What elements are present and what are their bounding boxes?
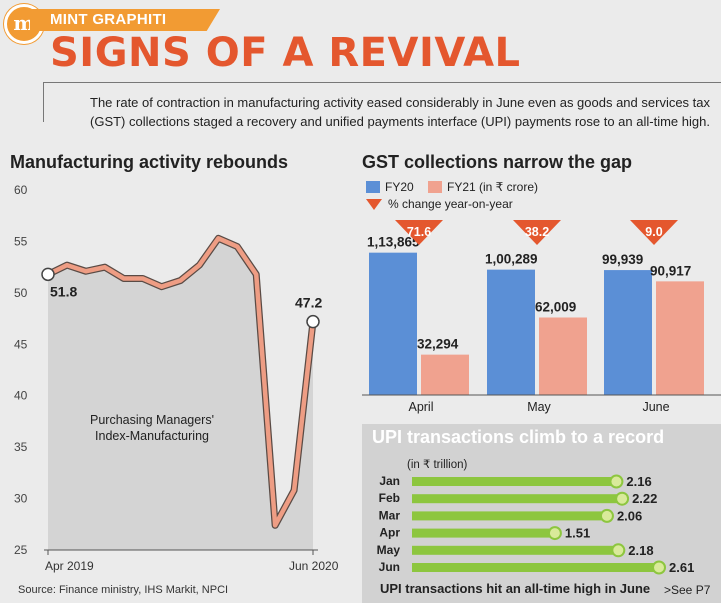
bar-fy20 <box>487 269 535 395</box>
bar-fy21 <box>656 281 704 395</box>
pmi-chart-title: Manufacturing activity rebounds <box>10 152 289 172</box>
unit-label: (in ₹ trillion) <box>407 459 468 471</box>
bar-label-fy21: 90,917 <box>650 263 691 278</box>
y-tick-label: 50 <box>14 286 28 300</box>
category-label: May <box>527 400 551 414</box>
gst-bar-chart: 1,13,865 32,294 71.6 April 1,00,289 62,009 38.… <box>362 220 721 414</box>
chart-annotation: Index-Manufacturing <box>95 429 209 443</box>
frame-divider <box>43 82 721 83</box>
fy20-swatch <box>366 181 380 193</box>
pmi-line-chart: 25 30 35 40 45 50 55 60 Apr 2019 Jun 2020 51.8 47.2… <box>14 183 339 573</box>
bar-end-marker <box>615 491 630 506</box>
x-tick-label: Apr 2019 <box>45 559 94 573</box>
upi-bar <box>412 494 623 504</box>
chart-annotation: Purchasing Managers' <box>90 413 214 427</box>
legend-label-fy21: FY21 (in ₹ crore) <box>447 180 538 194</box>
bar-end-marker <box>609 474 624 489</box>
y-tick-label: 35 <box>14 440 28 454</box>
down-triangle-icon <box>366 198 382 210</box>
data-label: 47.2 <box>295 295 322 311</box>
value-label: 2.16 <box>626 474 651 489</box>
bar-fy20 <box>604 270 652 395</box>
category-label: Apr <box>379 526 400 540</box>
value-label: 2.18 <box>628 543 653 558</box>
category-label: Jun <box>379 560 400 574</box>
data-label: 51.8 <box>50 283 77 299</box>
bar-label-fy20: 1,13,865 <box>367 235 420 250</box>
category-label: May <box>377 543 401 557</box>
category-label: June <box>642 400 669 414</box>
bar-fy21 <box>421 354 469 395</box>
pct-change-label: 38.2 <box>525 225 549 239</box>
upi-footnote: UPI transactions hit an all-time high in… <box>380 581 651 596</box>
fy21-swatch <box>428 181 442 193</box>
y-tick-label: 60 <box>14 183 28 197</box>
pct-change-label: 71.6 <box>407 225 431 239</box>
value-label: 2.22 <box>632 491 657 506</box>
upi-bar-chart: (in ₹ trillion) Jan 2.16 Feb 2.22 Mar 2.06 Apr 1… <box>377 459 695 575</box>
bar-fy21 <box>539 317 587 395</box>
pmi-line <box>47 236 316 528</box>
value-label: 2.06 <box>617 508 642 523</box>
pct-change-triangle <box>513 220 561 245</box>
bar-end-marker <box>599 508 614 523</box>
pct-change-triangle <box>395 220 443 245</box>
category-label: April <box>408 400 433 414</box>
y-tick-label: 40 <box>14 389 28 403</box>
category-label: Mar <box>379 508 401 522</box>
bar-label-fy21: 32,294 <box>417 337 459 352</box>
source-note: Source: Finance ministry, IHS Markit, NP… <box>18 584 229 596</box>
data-point-marker <box>41 267 55 282</box>
legend-label-fy20: FY20 <box>385 180 414 194</box>
frame-divider-left <box>43 82 44 122</box>
bar-label-fy20: 1,00,289 <box>485 252 538 267</box>
page-title: SIGNS OF A REVIVAL <box>50 30 521 76</box>
see-page-link[interactable]: >See P7 <box>664 583 711 597</box>
upi-bar <box>412 545 619 555</box>
x-tick-label: Jun 2020 <box>289 559 339 573</box>
upi-bar <box>412 563 659 572</box>
upi-bar <box>412 528 555 538</box>
y-tick-label: 25 <box>14 543 28 557</box>
category-label: Jan <box>379 474 400 488</box>
pct-change-triangle <box>630 220 678 245</box>
data-point-marker <box>306 314 320 329</box>
bar-label-fy20: 99,939 <box>602 252 643 267</box>
pct-change-label: 9.0 <box>645 225 662 239</box>
upi-bar <box>412 477 617 486</box>
brand-banner: MINT GRAPHITI <box>30 9 220 31</box>
bar-fy20 <box>369 252 417 395</box>
legend-label-change: % change year-on-year <box>388 197 513 211</box>
y-tick-label: 55 <box>14 234 28 248</box>
gst-chart-title: GST collections narrow the gap <box>362 152 633 172</box>
value-label: 1.51 <box>565 526 590 541</box>
gst-legend-change: % change year-on-year <box>366 197 513 211</box>
upi-chart-title: UPI transactions climb to a record <box>372 427 665 447</box>
value-label: 2.61 <box>669 560 694 575</box>
bar-end-marker <box>652 560 666 575</box>
page-description: The rate of contraction in manufacturing… <box>90 95 711 129</box>
bar-end-marker <box>547 526 562 541</box>
gst-legend-fy21: FY21 (in ₹ crore) <box>428 180 538 194</box>
bar-end-marker <box>611 543 626 558</box>
gst-legend-fy20: FY20 <box>366 180 414 194</box>
y-tick-label: 30 <box>14 492 28 506</box>
pmi-area <box>48 238 313 550</box>
y-tick-label: 45 <box>14 337 28 351</box>
upi-bar <box>412 511 607 521</box>
category-label: Feb <box>379 491 400 505</box>
bar-label-fy21: 62,009 <box>535 299 576 314</box>
